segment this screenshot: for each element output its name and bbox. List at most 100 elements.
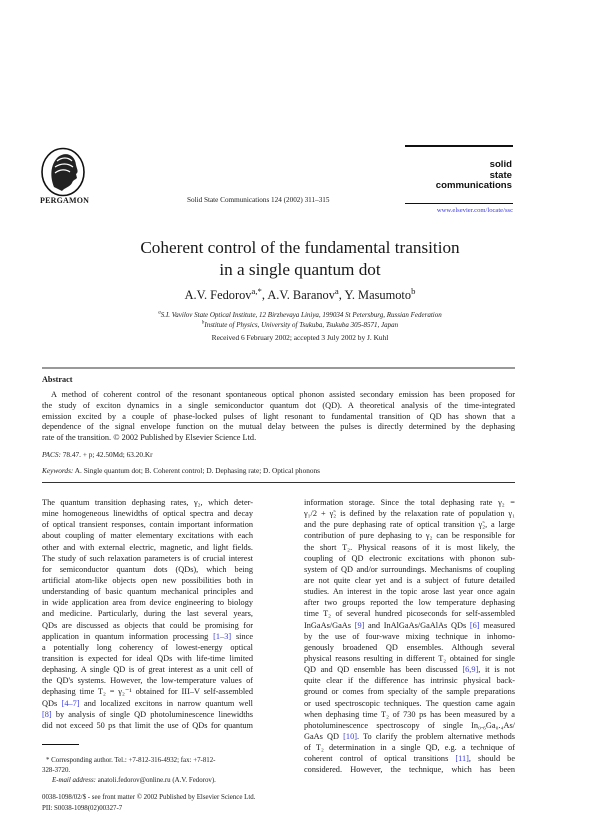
pacs-line: PACS: 78.47. + p; 42.50Md; 63.20.Kr <box>42 450 153 459</box>
body-line: studies. An interest in the topic arose … <box>304 586 515 597</box>
body-line: coupling of QD electronic excitations wi… <box>304 553 515 564</box>
body-line: artificial atom-like objects open new po… <box>42 575 253 586</box>
citation-link[interactable]: [1–3] <box>213 631 232 641</box>
body-text: genously broadened QD ensembles. Althoug… <box>304 642 515 652</box>
footnote-rule <box>42 744 79 745</box>
abstract-line: dependence of the signal envelope functi… <box>42 422 515 432</box>
body-line: coherent control of optical transitions … <box>304 753 515 764</box>
body-line: [8] by analysis of single QD photolumine… <box>42 709 253 720</box>
body-line: after two groups reported the low temper… <box>304 597 515 608</box>
body-text: by analysis of single QD photoluminescen… <box>51 709 253 719</box>
body-text: coupling of QD electronic excitations wi… <box>304 553 515 563</box>
body-line: dephasing time T₂ = γ₂⁻¹ obtained for II… <box>42 686 253 697</box>
body-text: QD and QD ensemble has been discussed <box>304 665 463 675</box>
author[interactable]: A.V. Fedorova,* <box>184 285 262 302</box>
citation-link[interactable]: [10] <box>343 731 357 741</box>
body-line: physical reasons resulting in different … <box>304 653 515 664</box>
body-column-left: The quantum transition dephasing rates, … <box>42 497 253 731</box>
body-line: or used spectroscopic techniques. The qu… <box>304 698 515 709</box>
title-line: in a single quantum dot <box>219 260 381 279</box>
body-text: by the use of four-wave mixing technique… <box>304 631 515 641</box>
abstract-heading: Abstract <box>42 375 73 384</box>
journal-logo-line: solid <box>489 159 512 170</box>
journal-url-link[interactable]: www.elsevier.com/locate/ssc <box>436 207 513 214</box>
body-text: when dephasing time T₂ of 730 ps has bee… <box>304 709 515 719</box>
body-text: measured <box>479 620 515 630</box>
body-text: for semiconductor quantum dots (QDs), wh… <box>42 564 253 574</box>
affiliation: aS.I. Vavilov State Optical Institute, 1… <box>158 310 442 319</box>
body-line: application in quantum information proce… <box>42 631 253 642</box>
body-text: other and with external electric, magnet… <box>42 542 253 552</box>
body-line: contribution of pure dephasing to γ₂ can… <box>304 530 515 541</box>
citation-link[interactable]: [8] <box>42 709 52 719</box>
body-text: in wide application area from device eng… <box>42 598 253 608</box>
journal-logo-top-rule <box>405 145 513 147</box>
body-text: considered. However, the technique, whic… <box>304 765 515 775</box>
body-text: or used spectroscopic techniques. The qu… <box>304 698 515 708</box>
body-line: dephasing. A single QD is of great inter… <box>42 664 253 675</box>
body-line: The study of such relaxation parameters … <box>42 553 253 564</box>
body-text: about coupling of matter elementary exci… <box>42 531 253 541</box>
email-address[interactable]: anatoli.fedorov@online.ru (A.V. Fedorov)… <box>95 777 216 785</box>
body-line: when dephasing time T₂ of 730 ps has bee… <box>304 709 515 720</box>
body-text: dephasing time T₂ = γ₂⁻¹ obtained for II… <box>42 687 253 697</box>
body-text: QDs <box>42 698 62 708</box>
abstract-bottom-rule <box>42 482 515 483</box>
corresponding-author-note-cont: 328-3720. <box>42 767 71 775</box>
publisher-name: PERGAMON <box>40 196 90 205</box>
body-line: a potentially long coherency of lowest-e… <box>42 642 253 653</box>
affiliation: bInstitute of Physics, University of Tsu… <box>201 320 399 329</box>
journal-logo-line: state <box>489 169 512 181</box>
body-text: and the pure dephasing rate of optical t… <box>304 520 515 530</box>
body-line: system of QD and/or surroundings. Mechan… <box>304 564 515 575</box>
body-line: InGaAs/GaAs [9] and InAlGaAs/GaAlAs QDs … <box>304 620 515 631</box>
body-line: other and with external electric, magnet… <box>42 542 253 553</box>
body-line: ground or comes from specialty of the sa… <box>304 686 515 697</box>
citation-link[interactable]: [11] <box>455 754 469 764</box>
body-line: did not exceed 50 ps that limit the use … <box>42 720 253 731</box>
keywords-line: Keywords: A. Single quantum dot; B. Cohe… <box>42 466 320 475</box>
journal-logo-line: communications <box>435 180 512 191</box>
abstract-line: A method of coherent control of the reso… <box>51 390 515 399</box>
citation-link[interactable]: [4–7] <box>61 698 80 708</box>
email-line: E-mail address: anatoli.fedorov@online.r… <box>52 777 216 785</box>
body-text: The study of such relaxation parameters … <box>42 553 253 563</box>
body-line: genously broadened QD ensembles. Althoug… <box>304 642 515 653</box>
body-text: , should be <box>468 754 515 764</box>
body-text: a potentially long coherency of lowest-e… <box>42 642 253 652</box>
body-line: quite clear if the difference has intrin… <box>304 675 515 686</box>
body-text: after two groups reported the low temper… <box>304 598 515 608</box>
body-line: of optical transient responses, contain … <box>42 519 253 530</box>
body-text: time T₂ of several hundred picoseconds f… <box>304 609 515 619</box>
body-text: the short T₂. Physical reasons of it is … <box>304 542 515 552</box>
body-text: quite clear if the difference has intrin… <box>304 676 515 686</box>
body-line: transition is expected for ideal QDs wit… <box>42 653 253 664</box>
body-text: The quantum transition dephasing rates, … <box>42 498 253 507</box>
publisher-logo <box>40 147 86 197</box>
body-text: understanding of basic quantum mechanica… <box>42 587 253 597</box>
author[interactable]: Y. Masumotob <box>344 285 416 302</box>
body-line: information storage. Since the total dep… <box>304 497 515 508</box>
body-text: dephasing. A single QD is of great inter… <box>42 665 253 675</box>
abstract-line: the study of exciton dynamics in a singl… <box>42 400 515 410</box>
body-text: did not exceed 50 ps that limit the use … <box>42 720 253 730</box>
citation-link[interactable]: [6] <box>469 620 480 630</box>
citation-link[interactable]: [9] <box>354 620 365 630</box>
article-title: Coherent control of the fundamental tran… <box>0 237 600 281</box>
body-text: system of QD and/or surroundings. Mechan… <box>304 564 515 574</box>
author[interactable]: A.V. Baranova <box>267 285 339 302</box>
body-line: QDs are discussed as objects that could … <box>42 620 253 631</box>
citation-link[interactable]: [6,9] <box>462 665 479 675</box>
body-line: and medicine. Particularly, during the l… <box>42 608 253 619</box>
body-line: by the use of four-wave mixing technique… <box>304 631 515 642</box>
body-text: application in quantum information proce… <box>42 631 214 641</box>
issn-line: 0038-1098/02/$ - see front matter © 2002… <box>42 794 256 801</box>
title-line: Coherent control of the fundamental tran… <box>140 238 460 257</box>
body-line: considered. However, the technique, whic… <box>304 764 515 775</box>
body-line: The quantum transition dephasing rates, … <box>42 497 253 508</box>
abstract-text: A method of coherent control of the reso… <box>42 390 515 444</box>
body-text: the QD's systems. However, the low-tempe… <box>42 676 253 686</box>
body-line: QD and QD ensemble has been discussed [6… <box>304 664 515 675</box>
body-text: contribution of pure dephasing to γ₂ can… <box>304 531 515 541</box>
pacs-codes: 78.47. + p; 42.50Md; 63.20.Kr <box>60 450 153 459</box>
